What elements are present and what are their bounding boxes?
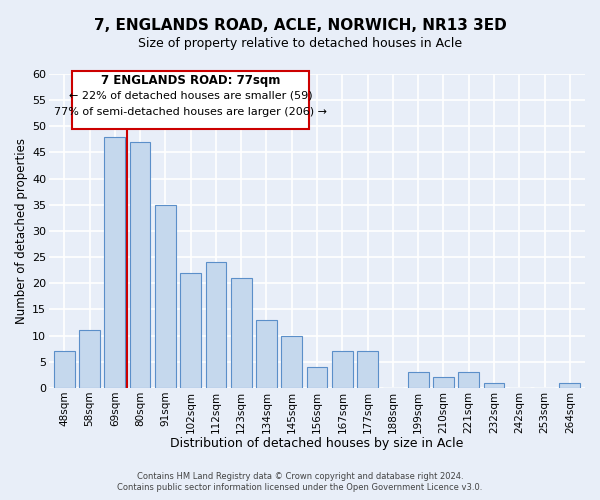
Text: Size of property relative to detached houses in Acle: Size of property relative to detached ho… bbox=[138, 38, 462, 51]
Bar bbox=[104, 137, 125, 388]
Bar bbox=[484, 382, 505, 388]
Bar bbox=[206, 262, 226, 388]
Bar bbox=[458, 372, 479, 388]
Text: Contains HM Land Registry data © Crown copyright and database right 2024.: Contains HM Land Registry data © Crown c… bbox=[137, 472, 463, 481]
Bar bbox=[307, 367, 328, 388]
Bar bbox=[180, 273, 201, 388]
Text: 7, ENGLANDS ROAD, ACLE, NORWICH, NR13 3ED: 7, ENGLANDS ROAD, ACLE, NORWICH, NR13 3E… bbox=[94, 18, 506, 32]
Bar bbox=[433, 378, 454, 388]
Bar bbox=[130, 142, 151, 388]
Bar bbox=[357, 352, 378, 388]
Bar bbox=[54, 352, 74, 388]
X-axis label: Distribution of detached houses by size in Acle: Distribution of detached houses by size … bbox=[170, 437, 464, 450]
Bar bbox=[281, 336, 302, 388]
Bar bbox=[256, 320, 277, 388]
Bar bbox=[155, 205, 176, 388]
Bar bbox=[79, 330, 100, 388]
Bar bbox=[408, 372, 428, 388]
Text: Contains public sector information licensed under the Open Government Licence v3: Contains public sector information licen… bbox=[118, 484, 482, 492]
Bar bbox=[231, 278, 251, 388]
Text: 7 ENGLANDS ROAD: 77sqm: 7 ENGLANDS ROAD: 77sqm bbox=[101, 74, 280, 87]
Text: ← 22% of detached houses are smaller (59): ← 22% of detached houses are smaller (59… bbox=[69, 90, 313, 101]
Bar bbox=[332, 352, 353, 388]
Y-axis label: Number of detached properties: Number of detached properties bbox=[15, 138, 28, 324]
Text: 77% of semi-detached houses are larger (206) →: 77% of semi-detached houses are larger (… bbox=[54, 107, 327, 117]
Bar bbox=[559, 382, 580, 388]
